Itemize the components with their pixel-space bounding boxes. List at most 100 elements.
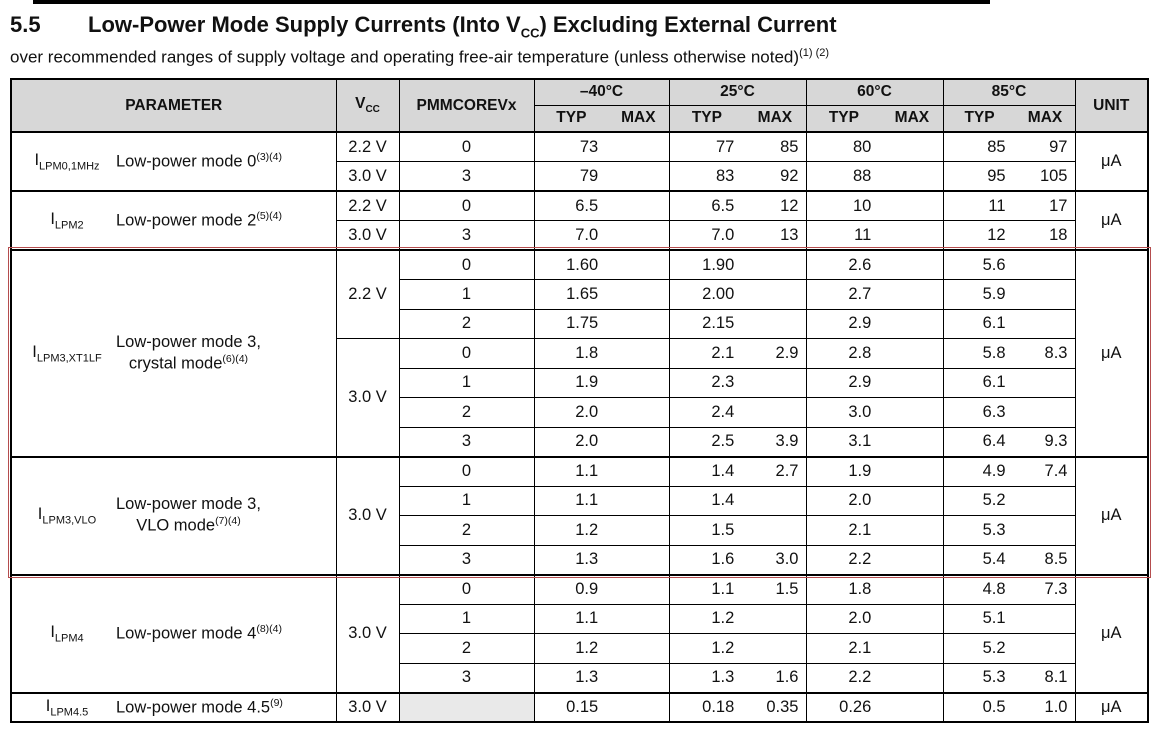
pmmcorevx-cell: 3 [398, 426, 535, 457]
typ-value: 5.4 [982, 550, 1006, 568]
temp-value-cell: 85 97 [942, 131, 1076, 162]
temp-value-cell: 1.8 [805, 573, 944, 605]
typ-value: 12 [987, 225, 1006, 244]
parameter-symbol-subscript: LPM4 [54, 632, 84, 645]
typ-value: 4.8 [982, 580, 1006, 598]
table-row: 3 1.3 1.6 3.0 2.2 5.4 8.5 [11, 544, 1148, 575]
parameter-wrap: ILPM0,1MHz Low-power mode 0(3)(4) [12, 151, 335, 173]
typ-value: 1.8 [848, 580, 872, 598]
header-temp-m40: –40°C [533, 78, 670, 106]
pmmcorevx-cell: 1 [398, 603, 535, 634]
typ-value: 3.1 [848, 432, 872, 450]
parameter-wrap: ILPM4 Low-power mode 4(8)(4) [12, 623, 335, 645]
temp-value-cell: 2.7 [805, 279, 944, 310]
temp-value-cell: 5.3 8.1 [942, 662, 1076, 693]
parameter-wrap: ILPM3,VLO Low-power mode 3, VLO mode(7)(4) [12, 495, 335, 535]
table-row: ILPM3,XT1LF Low-power mode 3, crystal mode… [10, 249, 1149, 457]
supply-current-table: PARAMETER VCC PMMCOREVx –40°C 25°C 60°C … [10, 78, 1149, 723]
parameter-description: Low-power mode 3, VLO mode(7)(4) [116, 495, 261, 535]
pmmcorevx-cell: 2 [398, 308, 535, 339]
header-temp-60: 60°C [805, 78, 944, 106]
typ-value: 85 [987, 137, 1006, 156]
header-vcc: VCC [335, 78, 400, 133]
parameter-cell: ILPM4 Low-power mode 4(8)(4) [10, 573, 337, 693]
unit-cell: μA [1074, 691, 1149, 723]
typ-value: 5.1 [982, 609, 1006, 628]
max-value: 1.5 [775, 580, 799, 598]
temp-value-cell: 5.3 [942, 515, 1076, 546]
vcc-subscript: CC [520, 25, 540, 41]
typ-value: 77 [715, 137, 735, 156]
temp-value-cell: 0.15 [533, 691, 670, 723]
typ-value: 79 [579, 166, 599, 185]
typ-value: 1.60 [566, 255, 599, 274]
typ-value: 11 [854, 225, 872, 244]
max-value: 8.1 [1044, 668, 1068, 686]
temp-value-cell: 5.2 [942, 633, 1076, 664]
typ-value: 2.1 [711, 343, 735, 362]
temp-value-cell: 3.1 [805, 426, 944, 457]
pmmcorevx-cell: 1 [398, 367, 535, 398]
table-row: 2 1.2 1.2 2.1 5.2 [11, 633, 1148, 664]
max-value: 105 [1039, 166, 1068, 185]
table-row: 1 1.1 1.4 2.0 5.2 [11, 485, 1148, 516]
temp-value-cell: 2.5 3.9 [668, 426, 807, 457]
temp-value-cell: 7.0 [533, 220, 670, 251]
typ-value: 2.6 [848, 255, 872, 274]
typ-value: 2.00 [702, 284, 735, 303]
typ-value: 2.3 [711, 373, 735, 392]
pmmcorevx-cell [398, 691, 535, 723]
table-row: ILPM3,VLO Low-power mode 3, VLO mode(7)(4)… [10, 455, 1149, 575]
typ-value: 1.3 [575, 668, 599, 686]
temp-value-cell: 2.1 [805, 515, 944, 546]
temp-value-cell: 1.2 [668, 633, 807, 664]
vcc-cell: 2.2 V [335, 190, 400, 221]
temp-value-cell: 2.2 [805, 544, 944, 575]
typ-value: 1.4 [711, 491, 735, 510]
typ-value: 6.1 [982, 373, 1006, 392]
vcc-cell: 2.2 V [335, 249, 400, 339]
typ-value: 5.8 [982, 343, 1006, 362]
max-value: 12 [780, 196, 799, 215]
max-value: 8.3 [1044, 343, 1068, 362]
typ-value: 73 [579, 137, 599, 156]
temp-value-cell: 1.3 [533, 544, 670, 575]
parameter-cell: ILPM3,XT1LF Low-power mode 3, crystal mode… [10, 249, 337, 457]
temp-value-cell: 6.1 [942, 308, 1076, 339]
parameter-symbol: ILPM2 [50, 209, 84, 232]
typ-value: 0.5 [982, 697, 1006, 716]
typ-value: 2.7 [848, 284, 872, 303]
typ-value: 6.3 [982, 402, 1006, 421]
typ-value: 11 [988, 196, 1006, 215]
temp-value-cell: 1.4 [668, 485, 807, 516]
temp-value-cell: 2.9 [805, 367, 944, 398]
max-value: 92 [780, 166, 799, 185]
max-value: 7.4 [1044, 462, 1068, 480]
footnote-marker: (1) (2) [799, 47, 830, 59]
typ-value: 7.0 [711, 225, 735, 244]
temp-value-cell: 3.0 [805, 397, 944, 428]
temp-value-cell: 1.5 [668, 515, 807, 546]
temp-value-cell: 6.5 12 [668, 190, 807, 221]
max-value: 1.6 [775, 668, 799, 686]
typ-value: 5.6 [982, 255, 1006, 274]
temp-value-cell: 73 [533, 131, 670, 162]
parameter-wrap: ILPM4.5 Low-power mode 4.5(9) [12, 696, 335, 718]
temp-value-cell: 2.3 [668, 367, 807, 398]
typ-value: 88 [852, 166, 872, 185]
vcc-cell: 2.2 V [335, 131, 400, 162]
table-row: 3.0 V 0 1.8 2.1 2.9 2.8 5.8 8.3 [11, 338, 1148, 457]
section-title-text: Low-Power Mode Supply Currents (Into VCC… [88, 12, 837, 41]
temp-value-cell: 77 85 [668, 131, 807, 162]
parameter-symbol: ILPM4.5 [45, 696, 89, 718]
parameter-symbol-subscript: LPM0,1MHz [39, 160, 100, 173]
temp-value-cell: 2.00 [668, 279, 807, 310]
footnote-marker: (3)(4) [256, 151, 282, 163]
pmmcorevx-cell: 1 [398, 485, 535, 516]
section-number: 5.5 [10, 12, 41, 37]
max-value: 17 [1049, 196, 1068, 215]
pmmcorevx-cell: 0 [398, 131, 535, 162]
typ-value: 6.5 [575, 196, 599, 215]
typ-value: 2.2 [848, 550, 872, 568]
pmmcorevx-cell: 3 [398, 161, 535, 192]
